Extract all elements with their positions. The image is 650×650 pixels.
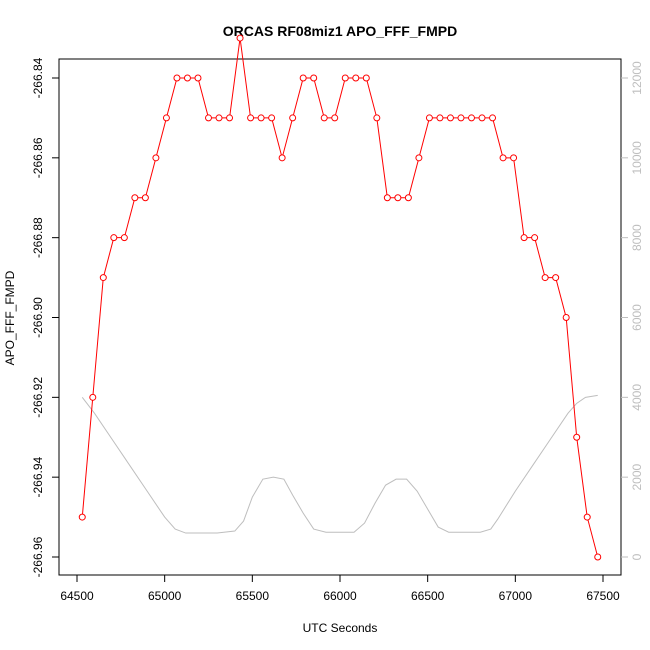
y2-tick-label: 2000 [630, 463, 644, 490]
series-primary-point [215, 114, 223, 122]
series-primary-point [520, 234, 528, 242]
series-primary-point [446, 114, 454, 122]
series-primary-point [468, 114, 475, 122]
x-tick-label: 67500 [586, 589, 620, 603]
plot-frame [58, 58, 622, 576]
x-tick-label: 65000 [148, 589, 182, 603]
series-primary-point [268, 114, 276, 122]
series-primary-point [573, 433, 581, 441]
series-primary-point [320, 114, 328, 122]
series-primary-point [89, 393, 97, 401]
series-primary-point [531, 234, 539, 242]
series-primary-point [352, 74, 360, 82]
series-secondary-line [81, 394, 598, 534]
series-primary-point [478, 114, 486, 122]
series-primary-point [173, 74, 181, 82]
y-tick-label: -266.86 [31, 137, 45, 178]
y-tick-label: -266.90 [31, 297, 45, 338]
series-primary-point [183, 74, 191, 82]
series-primary-point [457, 114, 465, 122]
y2-tick-label: 12000 [630, 61, 644, 95]
series-primary-point [152, 154, 160, 162]
series-primary-point [394, 194, 402, 202]
series-primary-point [99, 274, 107, 282]
series-primary-point [436, 114, 444, 122]
x-tick-label: 64500 [60, 589, 94, 603]
series-primary-point [562, 314, 570, 321]
chart-marks: 64500 65000 65500 66000 66500 67000 67500 -266.… [31, 34, 644, 603]
series-primary-point [299, 74, 307, 82]
chart-title: ORCAS RF08miz1 APO_FFF_FMPD [223, 23, 457, 39]
y2-tick-label: 4000 [630, 384, 644, 411]
series-primary-point [373, 114, 381, 122]
series-primary-point [541, 274, 549, 282]
series-primary-point [247, 114, 255, 122]
series-primary-point [110, 234, 118, 242]
y2-tick-label: 8000 [630, 224, 644, 251]
series-primary-point [78, 513, 86, 521]
series-primary-point [141, 194, 149, 202]
series-primary-point [425, 114, 433, 122]
y-tick-label: -266.88 [31, 217, 45, 258]
series-primary-point [162, 114, 170, 122]
series-primary-point [120, 234, 128, 242]
y-axis-label: APO_FFF_FMPD [3, 270, 17, 365]
y2-tick-label: 0 [630, 553, 644, 560]
series-primary-point [236, 34, 244, 42]
series-primary-point [362, 74, 370, 82]
series-primary-line [81, 38, 599, 558]
series-primary-point [205, 114, 212, 122]
y2-tick-label: 6000 [630, 304, 644, 331]
series-primary-point [552, 274, 560, 282]
series-primary-point [415, 154, 423, 162]
x-tick-label: 66000 [323, 589, 357, 603]
y-tick-label: -266.94 [31, 456, 45, 497]
series-primary-point [194, 74, 202, 82]
y-tick-label: -266.84 [31, 57, 45, 98]
y-tick-label: -266.92 [31, 377, 45, 418]
series-primary-point [289, 114, 297, 122]
series-primary-point [583, 513, 591, 521]
x-tick-label: 67000 [499, 589, 533, 603]
x-tick-label: 66500 [411, 589, 445, 603]
series-primary-point [226, 114, 234, 122]
y2-tick-label: 10000 [630, 141, 644, 175]
series-primary-point [131, 194, 139, 202]
series-primary-point [278, 154, 286, 162]
series-primary-point [510, 154, 518, 162]
series-primary-point [499, 154, 507, 162]
series-primary-point [257, 114, 265, 122]
series-primary-point [383, 194, 391, 202]
series-primary-point [594, 553, 602, 561]
series-primary-point [331, 114, 339, 122]
series-primary-point [310, 74, 318, 82]
series-primary-point [341, 74, 349, 82]
x-axis-label: UTC Seconds [303, 621, 378, 635]
series-primary-point [489, 114, 497, 122]
y-tick-label: -266.96 [31, 536, 45, 577]
x-tick-label: 65500 [236, 589, 270, 603]
series-primary-point [404, 194, 412, 202]
